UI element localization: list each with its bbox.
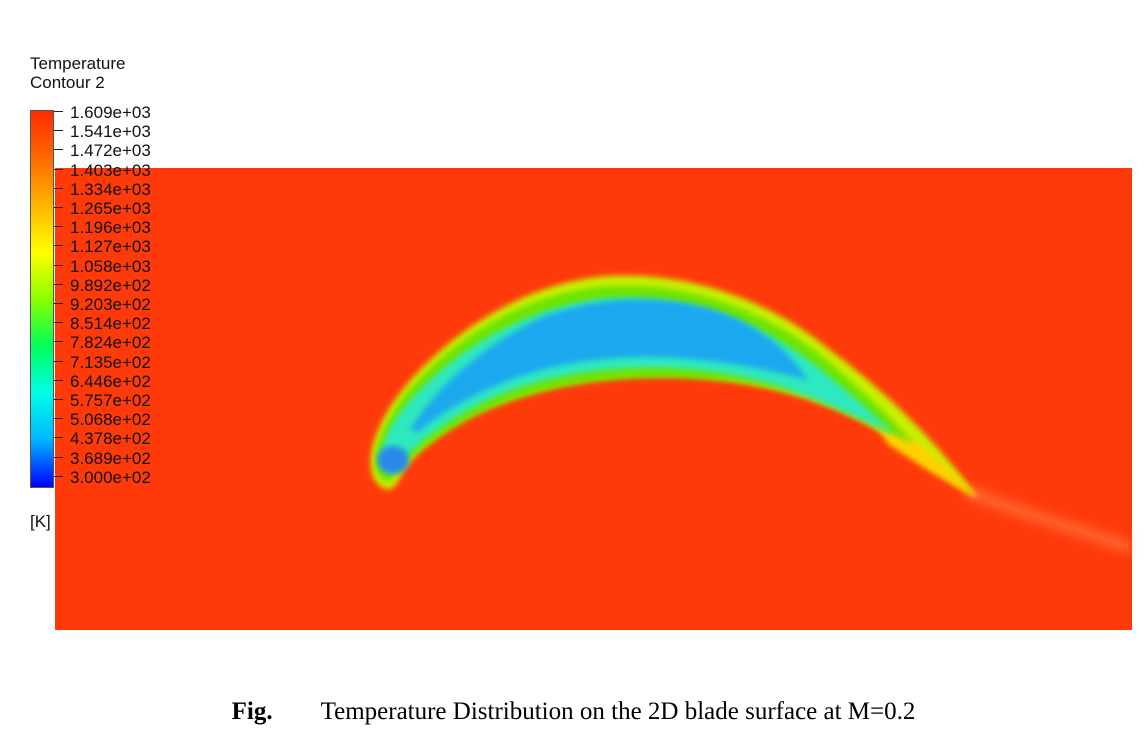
colorbar-tick-mark <box>54 130 63 132</box>
colorbar-tick-mark <box>54 111 63 112</box>
flow-domain-field <box>55 168 1132 630</box>
colorbar-tick-mark <box>54 283 63 285</box>
legend-title-line-2: Contour 2 <box>30 73 105 92</box>
colorbar-tick-mark <box>54 187 63 189</box>
colorbar-tick-mark <box>54 149 63 151</box>
caption-text: Temperature Distribution on the 2D blade… <box>320 698 916 725</box>
colorbar-tick-label: 1.609e+03 <box>70 103 151 122</box>
figure-caption: Fig. Temperature Distribution on the 2D b… <box>0 698 1147 726</box>
colorbar-tick-label: 1.196e+03 <box>70 218 151 238</box>
colorbar-tick-mark <box>54 360 63 362</box>
colorbar-tick-label: 1.541e+03 <box>70 122 151 142</box>
colorbar-tick-mark <box>54 475 63 477</box>
colorbar <box>30 110 54 488</box>
colorbar-tick-mark <box>54 456 63 458</box>
blade-leading-edge-core <box>377 446 409 474</box>
colorbar-tick-label: 9.203e+02 <box>70 295 151 314</box>
colorbar-tick-label: 7.824e+02 <box>70 333 151 353</box>
colorbar-tick-mark <box>54 322 63 324</box>
colorbar-tick-label: 3.689e+02 <box>70 448 151 468</box>
colorbar-tick-mark <box>54 168 63 170</box>
colorbar-tick-mark <box>54 264 63 266</box>
colorbar-tick-mark <box>54 399 63 400</box>
colorbar-tick-label: 1.334e+03 <box>70 179 151 199</box>
colorbar-tick-label: 1.127e+03 <box>70 237 151 257</box>
colorbar-tick-mark <box>54 226 63 228</box>
colorbar-tick-mark <box>54 418 63 420</box>
colorbar-tick-label: 1.472e+03 <box>70 141 151 161</box>
legend-title-line-1: Temperature <box>30 54 126 73</box>
colorbar-tick-mark <box>54 437 63 439</box>
colorbar-tick-label: 3.000e+02 <box>70 467 151 487</box>
colorbar-tick-mark <box>54 303 63 304</box>
colorbar-tick-label: 4.378e+02 <box>70 429 151 449</box>
colorbar-tick-label: 1.058e+03 <box>70 256 151 276</box>
colorbar-tick-label: 9.892e+02 <box>70 275 151 295</box>
colorbar-tick-mark <box>54 379 63 381</box>
colorbar-tick-mark <box>54 341 63 343</box>
colorbar-tick-label: 1.403e+03 <box>70 160 151 180</box>
colorbar-tick-label: 1.265e+03 <box>70 199 151 218</box>
blade-wake-streak <box>965 487 1132 552</box>
colorbar-tick-label: 6.446e+02 <box>70 371 151 391</box>
colorbar-tick-mark <box>54 245 63 247</box>
legend-unit-label: [K] <box>30 512 51 531</box>
colorbar-tick-label: 5.757e+02 <box>70 391 151 410</box>
colorbar-tick-label: 7.135e+02 <box>70 352 151 372</box>
colorbar-tick-label: 8.514e+02 <box>70 314 151 334</box>
colorbar-tick-label: 5.068e+02 <box>70 410 151 430</box>
caption-label: Fig. <box>231 698 273 725</box>
blade-core-region <box>410 299 808 432</box>
colorbar-tick-mark <box>54 207 63 208</box>
